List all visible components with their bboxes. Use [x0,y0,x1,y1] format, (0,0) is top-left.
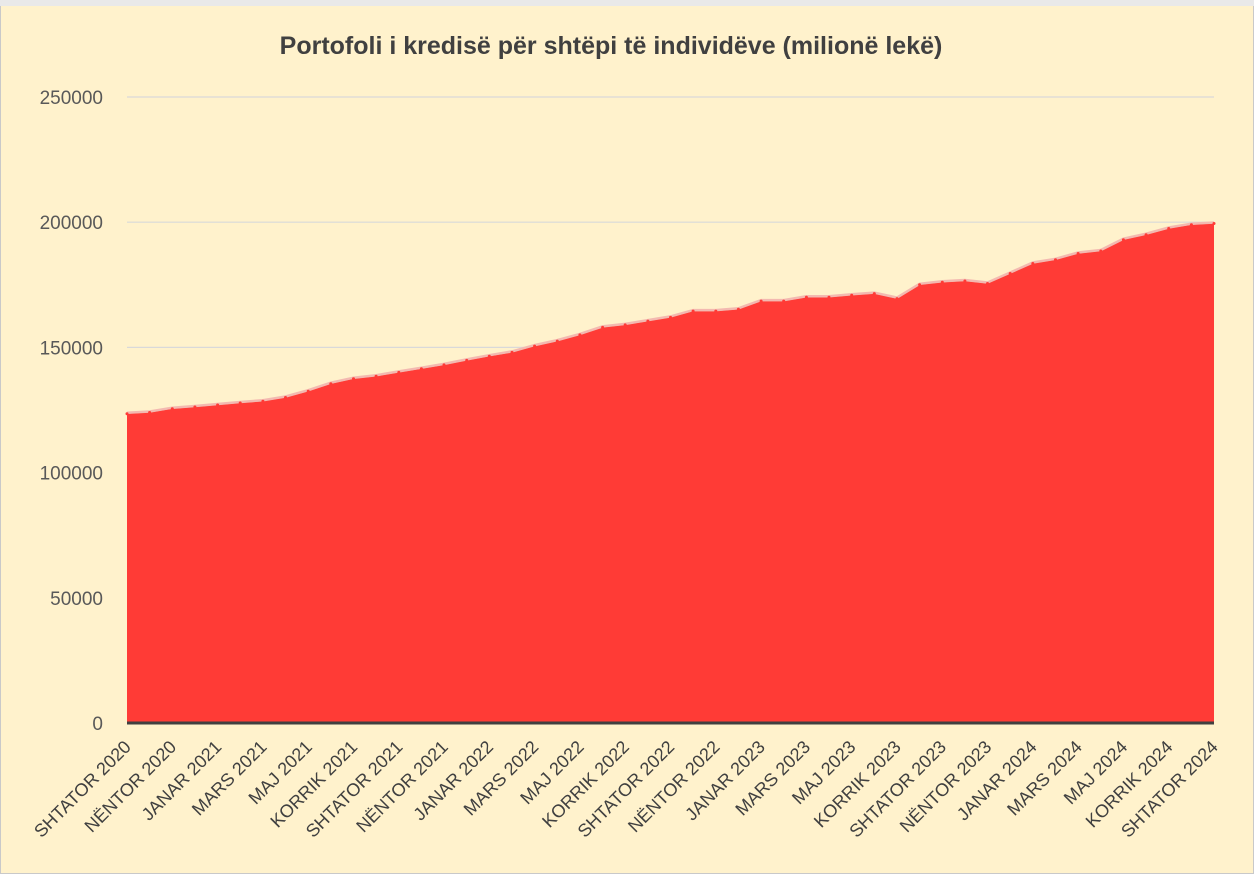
y-tick-label: 150000 [40,338,103,359]
data-point [759,299,763,303]
data-point [306,389,310,393]
chart-title: Portofoli i kredisë për shtëpi të indivi… [280,32,943,60]
data-point [1144,233,1148,237]
y-tick-label: 0 [92,714,103,735]
data-point [533,344,537,348]
data-point [714,309,718,313]
data-point [1121,238,1125,242]
data-point [872,292,876,296]
data-point [510,350,514,354]
data-point [555,339,559,343]
data-point [1099,249,1103,253]
data-point [216,403,220,407]
data-point [1212,222,1216,225]
data-point [261,399,265,403]
data-point [623,323,627,327]
series-area [127,223,1214,723]
data-point [170,407,174,411]
data-point [827,295,831,299]
data-point [487,354,491,358]
series-layer [125,221,1216,723]
data-point [352,377,355,381]
data-point [1031,262,1035,265]
y-tick-label: 200000 [40,213,103,234]
data-point [578,333,582,337]
data-point [986,282,989,285]
window-top-border [0,0,1254,6]
data-point [1008,272,1012,275]
y-tick-label: 250000 [40,88,103,109]
data-point [804,295,808,299]
data-point [895,297,899,301]
data-point [940,280,944,284]
data-point [691,309,695,313]
data-point [442,363,446,367]
data-point [284,396,287,399]
data-point [646,319,650,323]
data-point [148,411,152,414]
data-point [465,358,469,362]
data-point [669,315,672,319]
data-point [963,279,967,283]
data-point [125,412,129,416]
y-tick-label: 50000 [50,589,103,610]
data-point [397,370,401,374]
data-point [1167,227,1171,230]
data-point [1054,258,1057,262]
data-point [918,283,922,287]
data-point [1189,223,1193,227]
y-tick-label: 100000 [40,464,103,485]
data-point [850,293,854,297]
data-point [419,367,423,371]
data-point [329,382,333,386]
data-point [601,325,605,329]
data-point [736,307,740,311]
data-point [1076,252,1080,255]
data-point [238,401,242,405]
data-point [193,405,197,409]
data-point [782,299,786,303]
data-point [374,374,378,378]
y-axis-ticks: 0 50000 100000 150000 200000 250000 [40,88,103,735]
